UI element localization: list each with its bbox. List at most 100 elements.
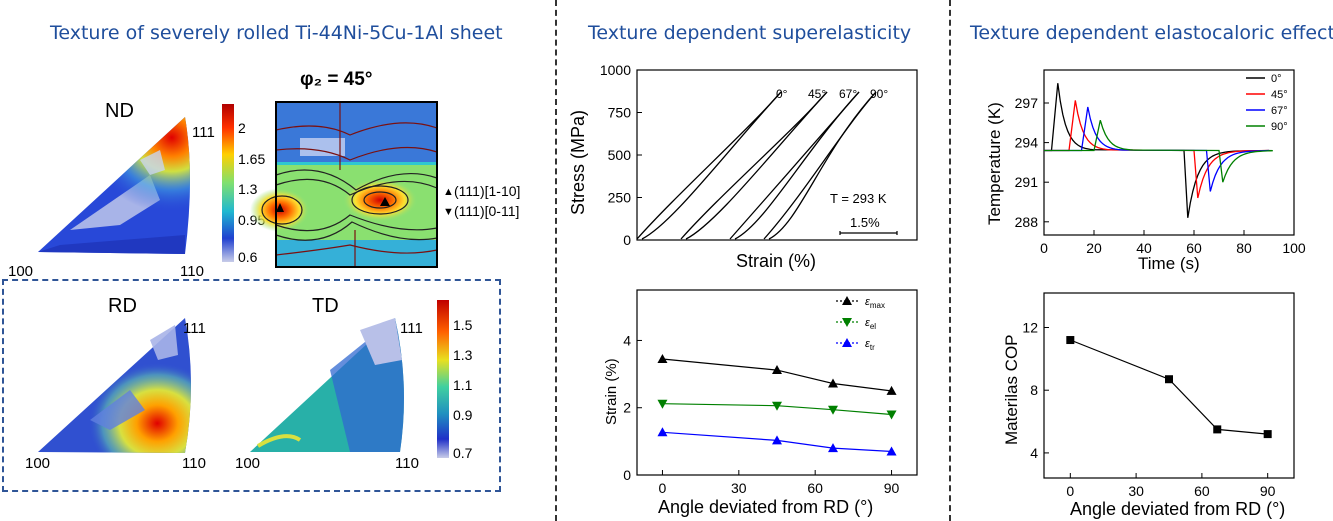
stress-strain-annotation: T = 293 K [830,191,887,206]
ipf-nd-colorbar [222,104,234,262]
strain-legend-label: εel [865,317,876,331]
ipf-rd-110: 110 [182,455,206,472]
cop-angle-xtick-label: 0 [1066,483,1074,499]
ipf-rdtd-cb-5: 0.7 [453,445,473,461]
strain-angle-ticks: 0 30 60 90 0 2 4 [623,332,899,496]
temperature-time-xtick-label: 80 [1236,240,1252,256]
cop-angle-ytick-label: 4 [1030,445,1038,461]
ipf-rdtd-colorbar [437,300,449,458]
temperature-time-ytick-label: 297 [1015,95,1039,111]
temperature-time-xtick-label: 40 [1136,240,1152,256]
cop-line [1070,339,1268,435]
strain-angle-chart: 0 30 60 90 0 2 4 εmax εel εtr Strain (%) Angle d… [603,289,918,517]
stress-strain-unloading-curve [641,91,782,240]
strain-series-point-el [657,399,668,409]
ipf-nd [38,117,190,254]
odf-legend-2-label: (111)[0-11] [454,203,519,219]
strain-angle-frame [636,289,918,476]
strain-angle-xtick-label: 30 [731,480,747,496]
stress-strain-ytick-label: 250 [608,190,632,206]
odf-legend-1-label: (111)[1-10] [454,183,520,199]
odf-title: φ₂ = 45° [300,69,372,90]
cop-angle-series [1066,336,1272,439]
stress-strain-xlabel: Strain (%) [736,251,816,271]
temperature-time-ytick-label: 291 [1015,174,1039,190]
strain-series-point-el [828,405,838,415]
stress-strain-curve-label-0: 0° [776,87,788,101]
temperature-series-3 [1044,120,1273,183]
temperature-time-ytick-label: 288 [1015,214,1039,230]
strain-series-point-max [886,385,897,395]
temperature-legend-label: 45° [1271,89,1288,101]
temperature-series-2 [1044,106,1270,192]
stress-strain-curve-label-90: 90° [870,87,888,101]
odf-map [250,101,438,268]
strain-angle-xlabel: Angle deviated from RD (°) [658,497,873,517]
strain-legend-label: εmax [865,296,885,310]
left-heading: Texture of severely rolled Ti-44Ni-5Cu-1… [50,22,503,44]
ipf-rdtd-cb-2: 1.3 [453,347,473,363]
strain-angle-xtick-label: 90 [884,480,900,496]
temperature-time-chart: 0 20 40 60 80 100 288 291 294 297 0° 45° 67° 90° Tem… [985,69,1306,273]
separator-right [949,0,951,521]
temperature-time-ylabel: Temperature (K) [985,102,1004,225]
stress-strain-ylabel: Stress (MPa) [568,110,588,215]
rd-td-box [2,279,501,492]
stress-strain-unloading-curve [734,91,860,240]
strain-legend-marker [842,318,852,327]
temperature-time-legend: 0° 45° 67° 90° [1246,73,1288,133]
strain-series-point-max [828,378,838,388]
odf-legend-1-symbol: ▲ [443,186,454,198]
stress-strain-loading-curve [680,91,828,240]
middle-heading: Texture dependent superelasticity [588,22,912,44]
stress-strain-ytick-label: 1000 [600,62,631,78]
temperature-series-1 [1044,100,1270,199]
temperature-time-xtick-label: 100 [1282,240,1306,256]
ipf-nd-100: 100 [8,263,33,280]
ipf-rd [38,318,191,453]
temperature-legend-label: 67° [1271,105,1288,117]
stress-strain-ticks: 0 250 500 750 1000 [600,62,642,248]
ipf-nd-cb-2: 1.65 [238,151,265,167]
strain-legend-marker [842,296,852,305]
stress-strain-curve-label-45: 45° [808,87,826,101]
ipf-rdtd-cb-4: 0.9 [453,407,473,423]
ipf-nd-110: 110 [180,263,204,280]
ipf-td-111: 111 [400,320,423,337]
odf-legend-2-symbol: ▼ [443,206,454,218]
strain-legend-marker [842,338,852,347]
cop-angle-xtick-label: 60 [1194,483,1210,499]
stress-strain-curves [636,91,877,240]
cop-angle-xtick-label: 90 [1260,483,1276,499]
cop-point [1066,336,1075,345]
stress-strain-unloading-curve [685,91,828,240]
cop-point [1213,425,1222,434]
temperature-time-xtick-label: 20 [1086,240,1102,256]
strain-angle-ytick-label: 2 [623,400,631,416]
temperature-time-xtick-label: 60 [1186,240,1202,256]
temperature-time-xlabel: Time (s) [1138,254,1200,273]
strain-angle-xtick-label: 0 [659,480,667,496]
cop-angle-ticks: 0 30 60 90 4 8 12 [1022,319,1275,499]
stress-strain-ytick-label: 750 [608,105,632,121]
stress-strain-ytick-label: 500 [608,147,632,163]
ipf-rdtd-cb-1: 1.5 [453,317,473,333]
strain-angle-ytick-label: 4 [623,332,631,348]
stress-strain-loading-curve [636,91,782,240]
stress-strain-scale-bar [839,231,898,235]
ipf-rd-100: 100 [25,455,50,472]
cop-angle-chart: 0 30 60 90 4 8 12 Materilas COP Angle deviated… [1002,292,1295,519]
strain-series-point-tr [772,435,782,445]
strain-series-point-max [657,353,668,363]
strain-series-point-el [772,401,782,411]
strain-series-point-el [886,410,897,420]
cop-angle-xtick-label: 30 [1128,483,1144,499]
cop-angle-ytick-label: 12 [1022,319,1038,335]
strain-angle-xtick-label: 60 [807,480,823,496]
cop-angle-ytick-label: 8 [1030,382,1038,398]
right-heading: Texture dependent elastocaloric effect [970,22,1333,44]
strain-angle-series [657,353,897,456]
temperature-legend-label: 0° [1271,73,1282,85]
cop-angle-xlabel: Angle deviated from RD (°) [1070,499,1285,519]
ipf-rd-111: 111 [183,320,206,337]
